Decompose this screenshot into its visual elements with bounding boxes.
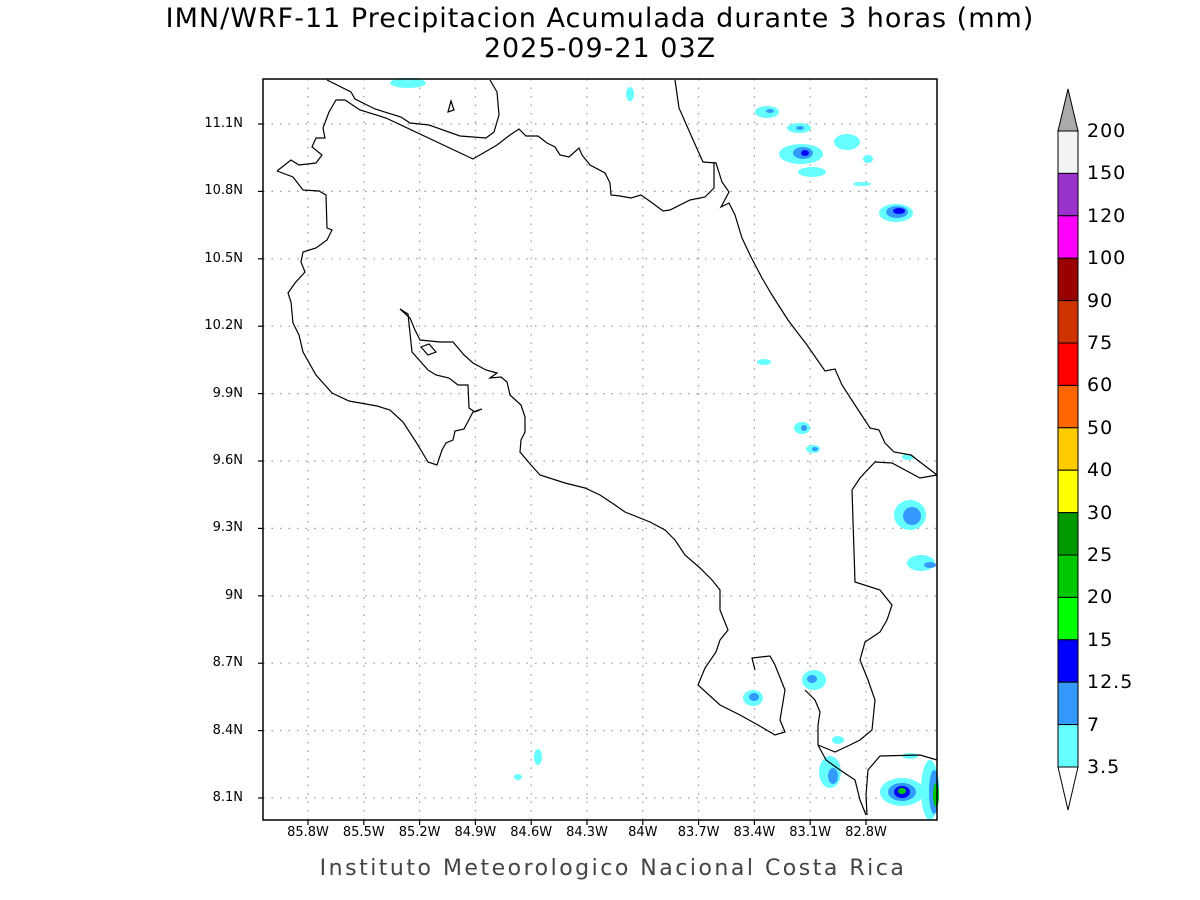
panama-coast xyxy=(865,754,938,816)
colorbar-level-label: 20 xyxy=(1087,586,1114,609)
map-title: IMN/WRF-11 Precipitacion Acumulada duran… xyxy=(165,3,1035,34)
colorbar-level-label: 150 xyxy=(1087,162,1127,185)
latitude-label: 8.4N xyxy=(212,722,243,738)
golfo-dulce-coast xyxy=(804,689,867,816)
colorbar-swatch xyxy=(1057,130,1079,174)
colorbar-level-label: 3.5 xyxy=(1087,756,1121,778)
precip-cell xyxy=(834,134,860,150)
latitude-label: 10.2N xyxy=(204,318,243,334)
colorbar-swatch xyxy=(1057,384,1079,429)
precip-cell xyxy=(534,749,542,765)
latitude-label: 9.9N xyxy=(212,385,243,401)
colorbar-level-label: 90 xyxy=(1087,289,1114,312)
colorbar-under-arrow xyxy=(1057,766,1079,811)
latitude-label: 9.3N xyxy=(212,520,243,536)
colorbar-level-label: 100 xyxy=(1087,247,1127,270)
colorbar-level-label: 60 xyxy=(1087,374,1114,397)
colorbar-level-label: 30 xyxy=(1087,501,1114,524)
precip-cell xyxy=(898,788,906,794)
longitude-label: 83.7W xyxy=(677,825,720,840)
coastlines xyxy=(276,79,938,816)
island xyxy=(447,98,455,113)
longitude-label: 85.2W xyxy=(398,825,441,840)
lake-nicaragua-shore xyxy=(326,79,500,139)
precip-cell xyxy=(626,87,634,101)
longitude-label: 84W xyxy=(628,825,658,840)
precip-cell xyxy=(798,167,826,177)
precip-cell xyxy=(801,425,807,431)
colorbar-swatch xyxy=(1057,639,1079,683)
pacific-coast-central xyxy=(399,308,786,736)
colorbar-level-label: 50 xyxy=(1087,416,1114,439)
map-valid-time: 2025-09-21 03Z xyxy=(483,33,717,64)
precip-cell xyxy=(902,753,918,759)
precip-cell xyxy=(924,562,936,568)
longitude-label: 83.1W xyxy=(789,825,832,840)
graticule xyxy=(263,79,937,820)
colorbar-level-label: 25 xyxy=(1087,544,1114,566)
chira-island xyxy=(419,343,438,356)
latitude-label: 8.7N xyxy=(212,655,243,671)
precip-cell xyxy=(766,109,774,113)
precip-cell xyxy=(832,736,844,744)
longitude-label: 84.9W xyxy=(454,825,497,840)
latitude-label: 8.1N xyxy=(212,790,243,805)
precip-cell xyxy=(801,150,809,156)
precip-cell xyxy=(893,208,905,214)
latitude-label: 9.6N xyxy=(212,453,243,468)
colorbar-swatch xyxy=(1057,554,1079,598)
colorbar-swatch xyxy=(1057,681,1079,726)
precip-cell xyxy=(853,182,871,186)
precip-cell xyxy=(828,768,838,784)
colorbar-over-arrow xyxy=(1057,88,1079,132)
precip-cell xyxy=(390,78,426,88)
precip-cell xyxy=(514,774,522,780)
colorbar-level-label: 7 xyxy=(1087,713,1101,736)
colorbar xyxy=(1057,88,1079,811)
longitude-label: 84.6W xyxy=(510,825,553,840)
panama-border xyxy=(817,461,938,753)
colorbar-swatch xyxy=(1057,512,1079,556)
precip-cell xyxy=(812,447,818,451)
colorbar-level-label: 200 xyxy=(1087,120,1127,142)
longitude-label: 82.8W xyxy=(845,825,887,840)
colorbar-swatch xyxy=(1057,469,1079,514)
latitude-label: 10.8N xyxy=(204,183,243,199)
precipitation-field xyxy=(390,78,939,820)
longitude-label: 85.8W xyxy=(287,825,329,840)
colorbar-level-label: 75 xyxy=(1087,332,1114,354)
precip-cell xyxy=(933,783,939,807)
caribbean-coast xyxy=(674,79,938,476)
precip-cell xyxy=(903,507,921,525)
colorbar-swatch xyxy=(1057,724,1079,768)
colorbar-swatch xyxy=(1057,342,1079,386)
colorbar-level-label: 15 xyxy=(1087,628,1114,651)
colorbar-swatch xyxy=(1057,596,1079,641)
colorbar-swatch xyxy=(1057,257,1079,302)
colorbar-swatch xyxy=(1057,300,1079,344)
longitude-label: 84.3W xyxy=(566,825,608,840)
longitude-label: 83.4W xyxy=(733,825,776,840)
precip-cell xyxy=(757,359,771,365)
colorbar-swatch xyxy=(1057,427,1079,471)
latitude-label: 10.5N xyxy=(204,250,243,266)
longitude-label: 85.5W xyxy=(342,825,385,840)
pacific-coast-north xyxy=(276,170,483,466)
colorbar-level-label: 120 xyxy=(1087,204,1127,227)
colorbar-swatch xyxy=(1057,172,1079,217)
colorbar-level-label: 40 xyxy=(1087,459,1114,482)
colorbar-level-label: 12.5 xyxy=(1087,671,1134,694)
northern-border xyxy=(276,99,715,212)
precip-cell xyxy=(863,155,873,163)
precip-cell xyxy=(807,675,817,683)
precip-cell xyxy=(796,126,804,130)
map-frame xyxy=(262,78,938,821)
precip-cell xyxy=(749,693,759,701)
colorbar-swatch xyxy=(1057,215,1079,259)
footer-credit: Instituto Meteorologico Nacional Costa R… xyxy=(319,856,907,881)
latitude-label: 9N xyxy=(225,587,243,603)
latitude-label: 11.1N xyxy=(204,116,243,131)
